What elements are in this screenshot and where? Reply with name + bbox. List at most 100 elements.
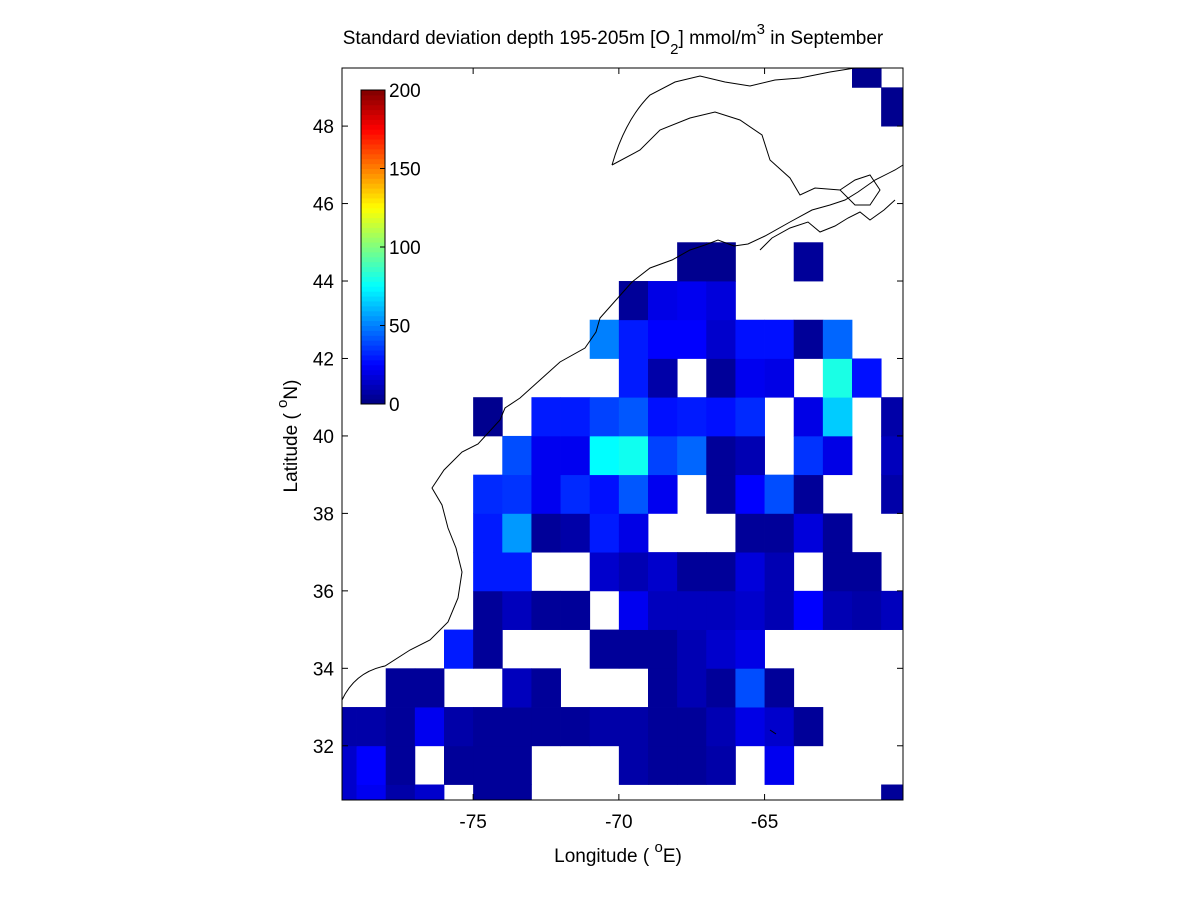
cell (764, 552, 795, 592)
cell (444, 745, 474, 785)
cell (589, 513, 620, 553)
y-axis-label: Latitude ( oN) (274, 380, 302, 493)
cell (706, 668, 736, 708)
colorbar-swatch (361, 354, 385, 361)
cell (793, 242, 824, 282)
cell (706, 435, 736, 476)
colorbar-swatch (361, 222, 385, 228)
cell (589, 397, 620, 437)
colorbar-swatch (361, 379, 385, 385)
cell (648, 435, 678, 476)
colorbar-swatch (361, 296, 385, 302)
colorbar-swatch (361, 178, 385, 184)
colorbar-swatch (361, 271, 385, 277)
cell (560, 590, 591, 630)
cell (706, 281, 736, 321)
cell (473, 552, 503, 592)
cell (589, 435, 620, 476)
colorbar-swatch (361, 188, 385, 194)
cell (881, 590, 904, 630)
y-tick-label: 38 (313, 504, 334, 525)
colorbar-swatch (361, 345, 385, 351)
cell (385, 745, 416, 785)
cell (342, 784, 357, 801)
cell (648, 358, 678, 398)
colorbar-swatch (361, 300, 385, 307)
colorbar-swatch (361, 247, 385, 253)
cell (531, 435, 561, 476)
cell (473, 474, 503, 514)
cell (444, 629, 474, 669)
colorbar-swatch (361, 217, 385, 223)
colorbar-swatch (361, 212, 385, 219)
cell (648, 281, 678, 321)
cell (735, 358, 765, 398)
colorbar-swatch (361, 153, 385, 160)
cell (706, 358, 736, 398)
colorbar-swatch (361, 399, 385, 405)
cell (473, 513, 503, 553)
colorbar-swatch (361, 119, 385, 125)
cell (677, 552, 707, 592)
cell (881, 474, 904, 514)
cell (706, 707, 736, 747)
cell (822, 552, 853, 592)
cell (822, 358, 853, 398)
cell (793, 319, 824, 359)
cell (473, 707, 503, 747)
cell (531, 668, 561, 708)
colorbar-tick-label: 50 (389, 317, 410, 338)
cell (881, 397, 904, 437)
cell (881, 87, 904, 127)
colorbar-swatch (361, 330, 385, 336)
colorbar-swatch (361, 148, 385, 155)
colorbar-swatch (361, 325, 385, 331)
cell (560, 397, 591, 437)
colorbar-swatch (361, 315, 385, 322)
colorbar-swatch (361, 94, 385, 101)
colorbar-swatch (361, 202, 385, 209)
colorbar-swatch (361, 266, 385, 273)
cell (648, 590, 678, 630)
cell (706, 745, 736, 785)
colorbar-swatch (361, 114, 385, 120)
cell (531, 474, 561, 514)
y-tick-label: 40 (313, 427, 334, 448)
chart-title-part: in September (765, 28, 884, 49)
colorbar-swatch (361, 359, 385, 366)
colorbar-swatch (361, 335, 385, 341)
cell (677, 242, 707, 282)
cell (677, 590, 707, 630)
cell (356, 707, 387, 747)
cell (648, 397, 678, 437)
colorbar-swatch (361, 256, 385, 263)
cell (793, 590, 824, 630)
x-axis-label: Longitude ( oE) (554, 839, 682, 867)
cell (502, 668, 532, 708)
colorbar-swatch (361, 384, 385, 390)
coast-nova-scotia (759, 199, 896, 251)
cell (618, 281, 649, 321)
cell (735, 435, 765, 476)
colorbar-swatch (361, 109, 385, 116)
y-tick-label: 46 (313, 195, 334, 216)
cell (677, 319, 707, 359)
cell (473, 629, 503, 669)
colorbar-swatch (361, 99, 385, 106)
cell (793, 474, 824, 514)
cell (648, 668, 678, 708)
cell (735, 707, 765, 747)
cell (502, 435, 532, 476)
colorbar-swatch (361, 276, 385, 282)
cell (764, 745, 795, 785)
cell (706, 474, 736, 514)
cell (648, 629, 678, 669)
y-tick-label: 36 (313, 582, 334, 603)
cell (560, 707, 591, 747)
cell (822, 435, 853, 476)
cell (764, 707, 795, 747)
colorbar-swatch (361, 364, 385, 371)
cell (648, 319, 678, 359)
cell (706, 590, 736, 630)
coast-east (341, 164, 904, 701)
